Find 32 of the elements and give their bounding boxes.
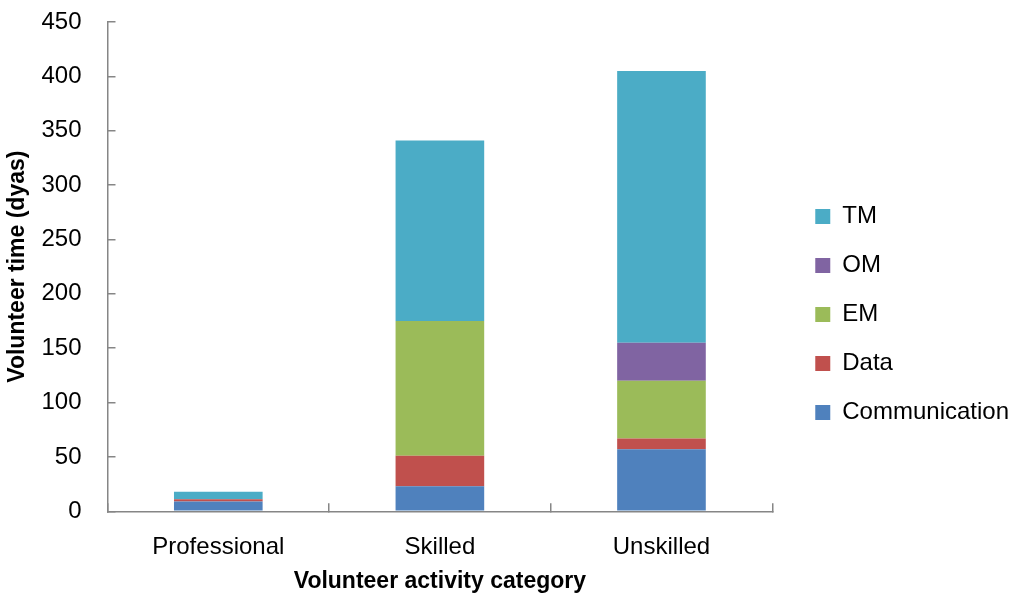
bar: [173, 499, 263, 502]
bar: [617, 438, 706, 450]
bar: [395, 486, 485, 511]
y-tick-label: 50: [54, 441, 82, 469]
bar: [617, 342, 706, 381]
bar: [617, 70, 706, 343]
bar: [173, 491, 263, 500]
x-tick-label: Unskilled: [612, 532, 711, 560]
y-tick-label: 350: [41, 115, 82, 143]
x-axis-title: Volunteer activity category: [293, 566, 587, 593]
y-tick-label: 450: [41, 6, 82, 34]
bar: [395, 321, 485, 456]
x-tick-label: Skilled: [404, 532, 476, 560]
y-tick-label: 300: [41, 169, 82, 197]
y-axis-title: Volunteer time (dyas): [3, 150, 30, 383]
bar: [395, 140, 485, 322]
legend-label: OM: [842, 250, 881, 278]
legend-label: EM: [842, 299, 879, 327]
y-tick-label: 250: [41, 224, 82, 252]
bar: [395, 455, 485, 487]
y-tick-label: 400: [41, 60, 82, 88]
y-tick-label: 0: [68, 495, 82, 523]
x-tick-label: Professional: [152, 532, 285, 560]
legend-label: TM: [842, 201, 877, 229]
y-tick-label: 150: [41, 332, 82, 360]
y-tick-label: 200: [41, 278, 82, 306]
bar: [173, 501, 263, 511]
y-tick-label: 100: [41, 387, 82, 415]
bar: [617, 380, 706, 439]
legend-label: Communication: [842, 397, 1009, 425]
legend-label: Data: [842, 348, 894, 376]
bar: [617, 449, 706, 511]
